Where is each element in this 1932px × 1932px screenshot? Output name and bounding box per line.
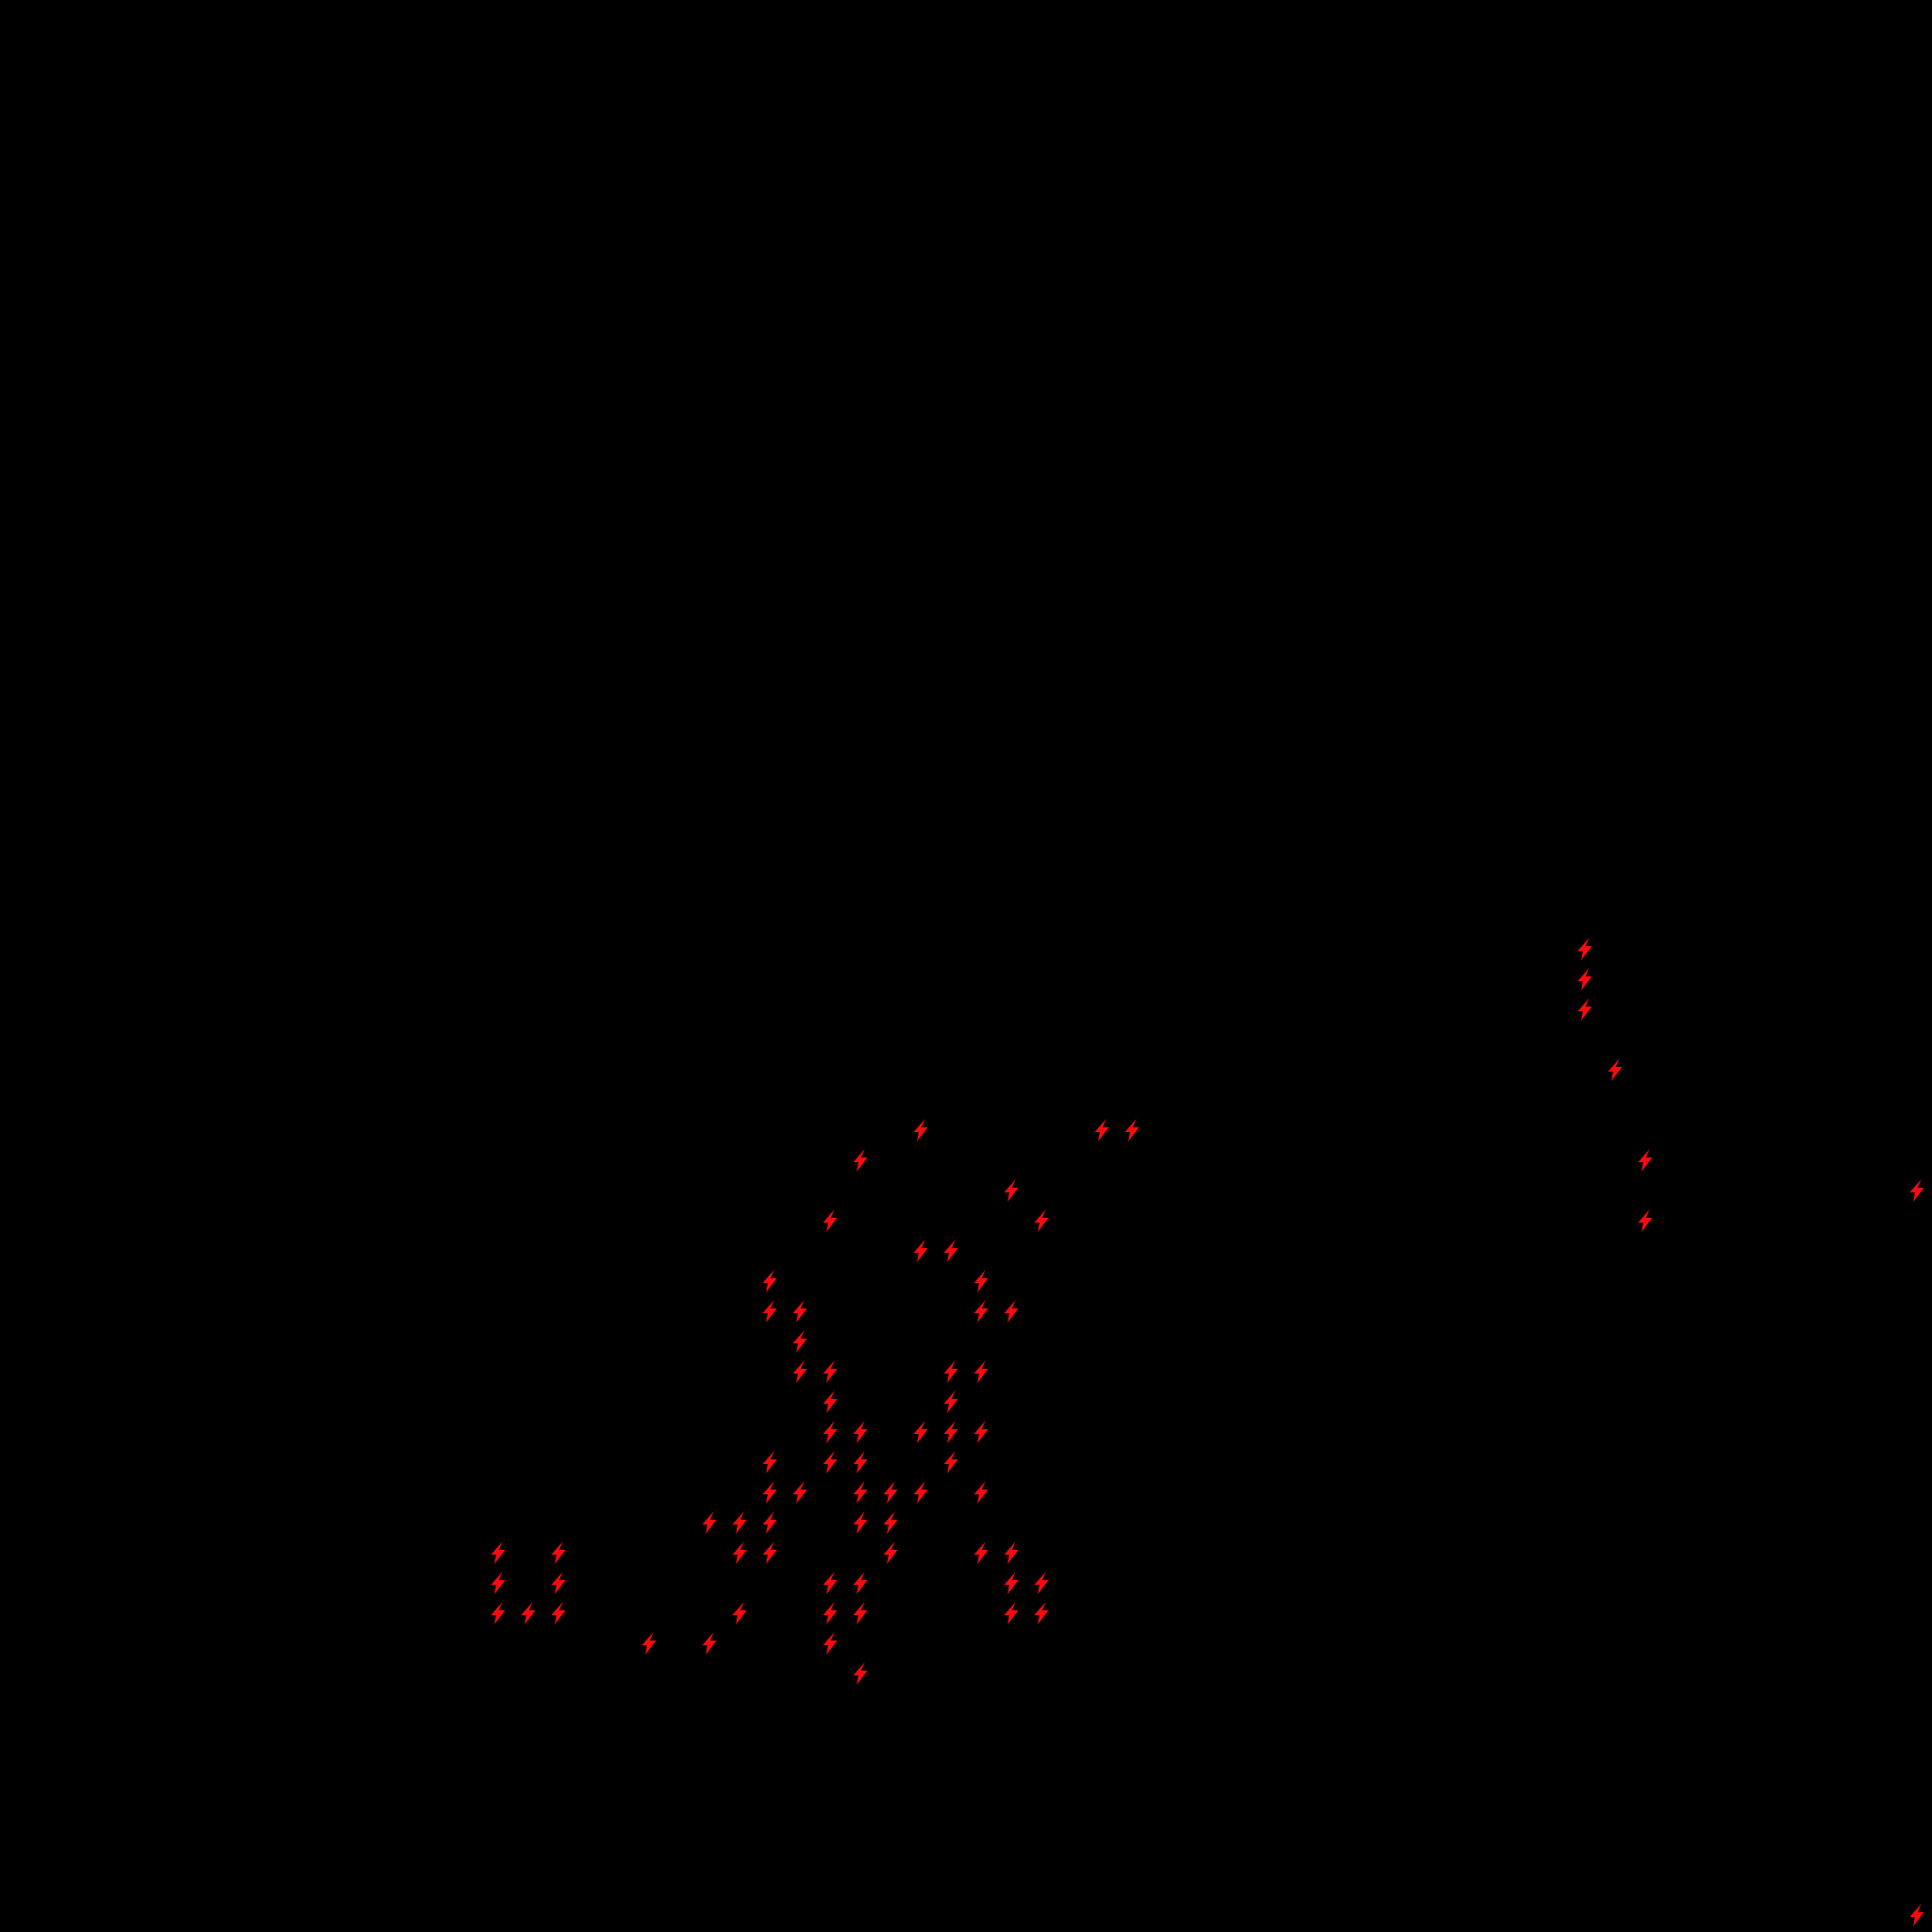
lightning-bolt-icon [732,1511,747,1534]
lightning-bolt-icon [943,1240,958,1262]
lightning-bolt-icon [823,1421,838,1443]
lightning-bolt-icon [974,1360,989,1383]
lightning-bolt-icon [521,1602,536,1624]
lightning-bolt-icon [1577,998,1592,1021]
lightning-bolt-icon [792,1300,808,1323]
lightning-bolt-icon [1034,1572,1049,1594]
lightning-bolt-icon [974,1421,989,1443]
lightning-bolt-icon [1004,1300,1019,1323]
lightning-bolt-icon [792,1360,808,1383]
lightning-bolt-icon [762,1270,777,1292]
lightning-bolt-icon [1004,1179,1019,1202]
lightning-bolt-icon [853,1662,868,1685]
lightning-bolt-icon [762,1300,777,1323]
lightning-bolt-icon [1607,1058,1623,1081]
lightning-bolt-icon [1638,1149,1653,1172]
lightning-bolt-icon [823,1572,838,1594]
lightning-bolt-icon [762,1541,777,1564]
lightning-bolt-icon [823,1602,838,1624]
lightning-bolt-icon [551,1572,566,1594]
lightning-bolt-icon [853,1421,868,1443]
lightning-bolt-icon [1034,1602,1049,1624]
lightning-bolt-icon [1909,1904,1924,1926]
lightning-bolt-icon [853,1451,868,1474]
lightning-bolt-icon [1034,1209,1049,1232]
lightning-bolt-icon [853,1511,868,1534]
lightning-bolt-icon [943,1451,958,1474]
lightning-bolt-icon [853,1602,868,1624]
lightning-bolt-icon [943,1421,958,1443]
lightning-bolt-icon [491,1602,506,1624]
lightning-bolt-icon [792,1481,808,1504]
lightning-bolt-icon [551,1602,566,1624]
lightning-bolt-icon [1004,1602,1019,1624]
lightning-bolt-icon [1094,1119,1109,1141]
lightning-bolt-icon [853,1481,868,1504]
lightning-bolt-icon [762,1451,777,1474]
lightning-bolt-icon [551,1541,566,1564]
lightning-bolt-icon [1004,1541,1019,1564]
lightning-bolt-icon [974,1541,989,1564]
lightning-bolt-icon [732,1602,747,1624]
lightning-bolt-icon [883,1481,898,1504]
lightning-bolt-icon [641,1632,657,1655]
lightning-bolt-icon [883,1511,898,1534]
lightning-bolt-icon [823,1632,838,1655]
lightning-bolt-icon [491,1572,506,1594]
lightning-bolt-icon [762,1511,777,1534]
lightning-bolt-icon [1577,938,1592,960]
lightning-bolt-icon [823,1360,838,1383]
lightning-bolt-icon [1004,1572,1019,1594]
lightning-bolt-icon [762,1481,777,1504]
lightning-bolt-icon [823,1391,838,1413]
lightning-bolt-icon [974,1270,989,1292]
lightning-bolt-icon [943,1391,958,1413]
lightning-bolt-icon [1124,1119,1140,1141]
lightning-bolt-icon [1909,1179,1924,1202]
lightning-bolt-icon [883,1541,898,1564]
lightning-bolt-icon [913,1421,928,1443]
lightning-bolt-icon [823,1209,838,1232]
lightning-bolt-icon [974,1300,989,1323]
lightning-bolt-icon [1577,968,1592,991]
lightning-bolt-icon [1638,1209,1653,1232]
lightning-bolt-icon [974,1481,989,1504]
lightning-bolt-icon [913,1119,928,1141]
lightning-bolt-icon [823,1451,838,1474]
lightning-bolt-icon [853,1149,868,1172]
lightning-bolt-icon [853,1572,868,1594]
lightning-bolt-icon [792,1330,808,1353]
lightning-bolt-icon [913,1481,928,1504]
lightning-bolt-icon [732,1541,747,1564]
lightning-bolt-icon [491,1541,506,1564]
lightning-bolt-icon [702,1632,717,1655]
lightning-bolt-icon [913,1240,928,1262]
lightning-bolt-icon [702,1511,717,1534]
lightning-bolt-icon [943,1360,958,1383]
